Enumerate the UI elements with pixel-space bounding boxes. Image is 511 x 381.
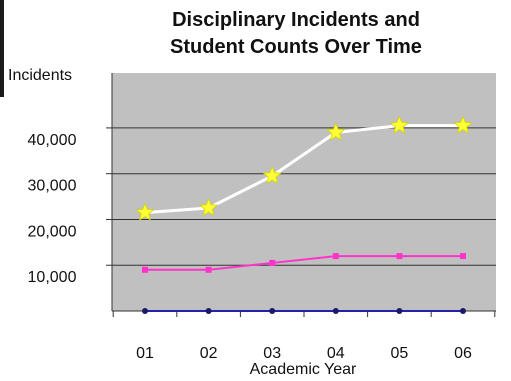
plot-area — [112, 73, 496, 311]
series-0-point-1 — [198, 197, 219, 217]
series — [135, 115, 473, 314]
series-1-point-1 — [205, 266, 212, 273]
series-1-line — [145, 255, 463, 271]
series-2-point-3 — [332, 308, 339, 314]
gridlines — [106, 127, 496, 266]
series-1-point-4 — [396, 253, 403, 260]
chart-title-line-1: Disciplinary Incidents and — [172, 9, 420, 31]
series-1-point-0 — [142, 266, 148, 273]
y-tick-label-3: 40,000 — [28, 132, 77, 149]
series-0-point-2 — [262, 165, 282, 185]
series-0-point-4 — [389, 115, 410, 134]
chart-title-line-2: Student Counts Over Time — [170, 36, 422, 58]
series-2-point-2 — [269, 308, 276, 314]
series-0-point-5 — [453, 115, 473, 134]
x-tick-label-4: 05 — [391, 345, 409, 362]
y-axis-label: Incidents — [8, 67, 72, 84]
series-2 — [142, 308, 466, 314]
series-1-point-3 — [332, 253, 339, 260]
x-tick-label-5: 06 — [454, 345, 472, 362]
x-tick-label-1: 02 — [200, 345, 218, 362]
y-tick-label-2: 30,000 — [28, 178, 77, 195]
series-1 — [142, 253, 466, 273]
series-0-line — [144, 124, 463, 215]
series-2-point-4 — [396, 308, 403, 314]
series-2-point-0 — [142, 308, 148, 314]
series-0 — [135, 115, 473, 221]
series-1-point-2 — [269, 259, 276, 266]
series-2-point-1 — [205, 308, 212, 314]
series-0-point-3 — [326, 122, 346, 141]
x-tick-labels: 01 02 03 04 05 06 — [112, 311, 496, 362]
y-tick-label-0: 10,000 — [28, 269, 77, 286]
left-edge-rule — [0, 0, 4, 97]
y-tick-label-1: 20,000 — [28, 223, 77, 240]
y-tick-labels: 10,000 20,000 30,000 40,000 — [28, 132, 77, 286]
x-tick-label-0: 01 — [136, 345, 154, 362]
x-tick-label-3: 04 — [327, 345, 345, 362]
series-0-point-0 — [135, 202, 155, 221]
x-tick-label-2: 03 — [263, 345, 281, 362]
x-axis-label: Academic Year — [250, 361, 357, 378]
series-1-point-5 — [460, 253, 466, 260]
series-2-point-5 — [460, 308, 466, 314]
